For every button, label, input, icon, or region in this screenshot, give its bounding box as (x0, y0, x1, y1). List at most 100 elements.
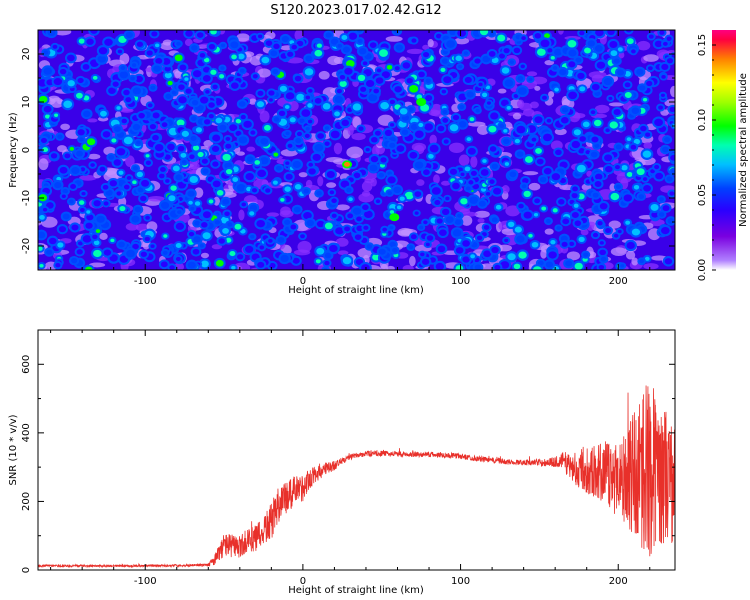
heatmap-cell (593, 119, 602, 127)
heatmap-cell (561, 107, 569, 113)
heatmap-cell (119, 53, 130, 65)
heatmap-cell (513, 263, 521, 270)
heatmap-cell (177, 145, 185, 152)
heatmap-cell (324, 260, 330, 266)
heatmap-cell (600, 256, 607, 262)
heatmap-cell (220, 43, 226, 48)
heatmap-cell (201, 222, 208, 228)
heatmap-cell (273, 117, 280, 122)
heatmap-cell (488, 51, 496, 57)
heatmap-cell (83, 110, 91, 118)
heatmap-cell (406, 48, 424, 54)
heatmap-cell (608, 102, 624, 107)
heatmap-cell (370, 155, 379, 163)
heatmap-cell (591, 83, 600, 91)
heatmap-cell (116, 191, 122, 196)
heatmap-cell (196, 32, 204, 38)
heatmap-cell (257, 90, 264, 96)
heatmap-cell (234, 223, 242, 230)
heatmap-cell (504, 79, 514, 87)
heatmap-cell (662, 41, 668, 46)
heatmap-cell (546, 118, 552, 123)
heatmap-cell (494, 264, 501, 270)
heatmap-cell (512, 112, 522, 120)
heatmap-cell (478, 200, 486, 207)
heatmap-cell (636, 68, 644, 75)
heatmap-cell (418, 122, 424, 128)
heatmap-cell (659, 212, 665, 217)
heatmap-cell (278, 110, 286, 117)
heatmap-cell (517, 75, 524, 81)
heatmap-cell (566, 251, 581, 261)
heatmap-cell (79, 137, 84, 142)
heatmap-cell (134, 206, 142, 213)
y-tick-label: 400 (21, 423, 32, 442)
heatmap-cell (238, 101, 246, 107)
heatmap-cell (61, 194, 66, 199)
colorbar: 0.00 0.05 0.10 0.15 Normalized spectral amp… (697, 30, 749, 281)
heatmap-cell (46, 249, 53, 255)
heatmap-cell (648, 34, 654, 39)
heatmap-cell (99, 232, 108, 240)
heatmap-cell (409, 151, 418, 159)
heatmap-ylabel: Frequency (Hz) (8, 112, 19, 188)
heatmap-cell (654, 164, 660, 170)
heatmap-cell (587, 40, 596, 47)
heatmap-cell (192, 70, 202, 78)
heatmap-cell (571, 192, 578, 199)
heatmap-cell (378, 248, 386, 255)
heatmap-cell (362, 61, 368, 66)
heatmap-cell (162, 58, 171, 65)
heatmap-cell (394, 86, 402, 93)
heatmap-cell (514, 138, 520, 144)
heatmap-cell (324, 126, 330, 130)
heatmap-cell (219, 124, 227, 131)
heatmap-cell (164, 66, 171, 72)
heatmap-cell (187, 190, 195, 197)
heatmap-cell (558, 199, 565, 205)
heatmap-cell (265, 188, 271, 193)
heatmap-cell (69, 146, 75, 151)
heatmap-cell (578, 147, 585, 154)
heatmap-cell (82, 64, 90, 70)
heatmap-cell (470, 156, 478, 168)
heatmap-cell (574, 262, 583, 270)
heatmap-cell (215, 259, 224, 267)
heatmap-cell (38, 158, 49, 171)
heatmap-cell (135, 223, 150, 232)
heatmap-cell (371, 136, 378, 143)
heatmap-cell (190, 135, 197, 141)
heatmap-cell (574, 220, 582, 227)
heatmap-cell (97, 55, 107, 63)
heatmap-cell (208, 102, 215, 108)
heatmap-cell (571, 140, 581, 149)
heatmap-cell (397, 227, 413, 237)
heatmap-cell (623, 194, 633, 202)
heatmap-cell (123, 89, 130, 96)
heatmap-cell (664, 137, 671, 143)
heatmap-cell (532, 266, 542, 270)
heatmap-cell (81, 191, 86, 196)
heatmap-cell (547, 48, 553, 53)
heatmap-cell (485, 85, 491, 90)
y-tick-label: 600 (21, 355, 32, 374)
heatmap-cell (526, 71, 538, 77)
heatmap-cell (475, 108, 480, 113)
heatmap-cell (90, 30, 98, 34)
heatmap-cell (99, 166, 106, 172)
heatmap-cell (521, 36, 526, 41)
heatmap-cell (103, 146, 116, 156)
heatmap-cell (504, 162, 510, 166)
heatmap-cell (480, 263, 495, 270)
heatmap-cell (181, 159, 187, 164)
heatmap-cell (452, 229, 462, 237)
heatmap-cell (324, 252, 332, 259)
heatmap-cell (300, 234, 305, 239)
heatmap-cell (591, 136, 599, 143)
heatmap-cell (358, 193, 374, 203)
heatmap-cell (259, 110, 270, 123)
heatmap-cell (441, 58, 449, 64)
heatmap-cell (614, 165, 620, 170)
x-tick-label: -100 (134, 576, 157, 587)
heatmap-cell (235, 130, 242, 136)
